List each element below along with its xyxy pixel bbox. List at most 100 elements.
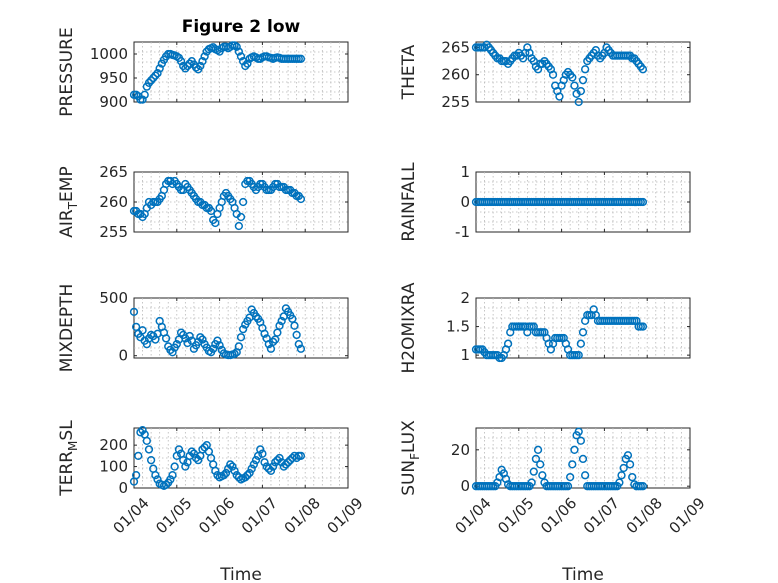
chart-h2omixra-ytick-label: 1.5 (446, 318, 470, 336)
chart-terrmsl-point (187, 447, 196, 456)
chart-terrmsl-xtick-label: 01/04 (109, 494, 152, 537)
chart-sunflux-point (574, 427, 583, 436)
chart-terrmsl-xtick-label: 01/08 (281, 494, 324, 537)
chart-terrmsl-point (144, 445, 154, 454)
chart-h2omixra-axes: 1 1.5 2 H2OMIXRA (399, 282, 691, 374)
chart-pressure-point (185, 59, 194, 68)
chart-pressure-point (241, 61, 250, 71)
chart-mixdepth-point (215, 341, 224, 350)
chart-mixdepth-point (296, 344, 306, 353)
chart-terrmsl-point (142, 436, 151, 446)
chart-pressure-axes: 900 950 1000 PRESSURE Figure 2 low (57, 17, 349, 117)
chart-rainfall-axes: -1 0 1 RAINFALL (399, 162, 691, 242)
chart-rainfall-ytick-label: 1 (460, 163, 470, 181)
chart-theta-point (580, 65, 590, 74)
chart-terrmsl-point (194, 455, 203, 465)
chart-airtemp-ylabel-rest: EMP (57, 166, 77, 202)
chart-mixdepth-points (129, 304, 306, 360)
chart-terrmsl-point (296, 451, 306, 461)
chart-terrmsl-point (146, 455, 156, 465)
chart-terrmsl-ytick-label: 0 (118, 479, 128, 497)
chart-mixdepth-point (260, 329, 269, 338)
chart-pressure-point (176, 57, 186, 66)
chart-terrmsl-point (166, 475, 175, 484)
chart-terrmsl-point (232, 470, 241, 480)
chart-terrmsl-ylabel: TERRMSL (57, 420, 80, 497)
chart-theta-ytick-label: 260 (441, 66, 470, 84)
chart-airtemp-point (234, 221, 244, 231)
chart-pressure-points (129, 41, 306, 104)
chart-airtemp-point (296, 194, 306, 204)
chart-terrmsl-point (131, 470, 141, 480)
chart-mixdepth-point (168, 348, 177, 357)
chart-terrmsl-xtick-label: 01/07 (238, 494, 281, 537)
chart-theta-points (471, 40, 648, 107)
chart-sunflux-xtick-label: 01/09 (665, 494, 708, 537)
chart-mixdepth-point (138, 326, 147, 335)
chart-terrmsl-point (243, 470, 252, 480)
chart-pressure-ytick-label: 1000 (90, 45, 128, 63)
chart-theta-ytick-label: 255 (441, 93, 470, 111)
chart-terrmsl-points (129, 425, 306, 491)
chart-h2omixra-point (576, 339, 586, 348)
chart-h2omixra-point (578, 328, 588, 337)
chart-mixdepth-point (292, 330, 301, 340)
chart-sunflux-point (580, 471, 590, 480)
chart-airtemp-point (211, 218, 220, 228)
chart-airtemp-ytick-label: 255 (99, 223, 128, 241)
chart-airtemp-point (236, 212, 246, 222)
chart-terrmsl-point (230, 466, 239, 476)
chart-terrmsl-point (136, 428, 145, 437)
chart-rainfall-point (638, 197, 648, 207)
chart-theta-point (570, 81, 579, 90)
chart-sunflux-point (527, 478, 536, 487)
chart-mixdepth-point (275, 321, 284, 330)
chart-pressure-point (243, 59, 252, 68)
chart-pressure-point (200, 52, 209, 61)
chart-terrmsl-ylabel-sub: M (66, 441, 80, 451)
chart-mixdepth-point (234, 342, 244, 351)
chart-sunflux-ylabel-rest: LUX (399, 420, 419, 453)
chart-terrmsl-ylabel-rest: SL (57, 420, 77, 441)
chart-terrmsl-point (151, 470, 160, 480)
chart-airtemp-point (238, 197, 248, 207)
chart-theta-axes: 255 260 265 THETA (399, 38, 691, 111)
chart-sunflux-xtick-label: 01/08 (623, 494, 666, 537)
chart-terrmsl-point (249, 460, 258, 469)
chart-pressure-point (232, 42, 241, 51)
chart-sunflux-xtick-label: 01/06 (537, 494, 580, 537)
chart-pressure-point (151, 71, 160, 80)
chart-pressure-point (181, 64, 190, 73)
chart-sunflux-point (563, 482, 573, 491)
chart-terrmsl-point (264, 464, 273, 473)
chart-mixdepth-point (236, 333, 246, 342)
chart-pressure-ytick-label: 950 (99, 69, 128, 87)
chart-mixdepth-point (268, 337, 278, 347)
chart-sunflux-point (536, 460, 545, 469)
chart-sunflux-xtick-label: 01/05 (494, 494, 537, 537)
chart-rainfall-ylabel: RAINFALL (399, 162, 419, 242)
chart-terrmsl-point (266, 466, 276, 476)
chart-h2omixra-points (471, 305, 648, 363)
chart-terrmsl-point (281, 460, 291, 469)
chart-mixdepth-point (129, 307, 139, 317)
chart-mixdepth-ylabel: MIXDEPTH (57, 284, 77, 373)
chart-terrmsl-point (241, 473, 250, 482)
chart-terrmsl-point (181, 462, 190, 471)
chart-sunflux-point (566, 472, 575, 482)
chart-terrmsl-point (211, 466, 220, 476)
chart-sunflux-point (578, 454, 588, 464)
chart-sunflux-xtick-label: 01/07 (580, 494, 623, 537)
chart-rainfall-points (471, 197, 648, 207)
chart-rainfall-ytick-label: 0 (460, 193, 470, 211)
chart-terrmsl-point (256, 445, 265, 454)
chart-mixdepth-point (198, 335, 207, 344)
chart-terrmsl-point (275, 453, 284, 463)
chart-airtemp-points (129, 176, 306, 231)
chart-sunflux-point (638, 482, 648, 491)
chart-sunflux-ylabel-main: SUN (399, 460, 419, 496)
chart-theta-ylabel: THETA (399, 44, 419, 100)
chart-mixdepth-point (264, 340, 273, 349)
chart-h2omixra-point (503, 339, 513, 348)
chart-sunflux-point (529, 467, 538, 476)
